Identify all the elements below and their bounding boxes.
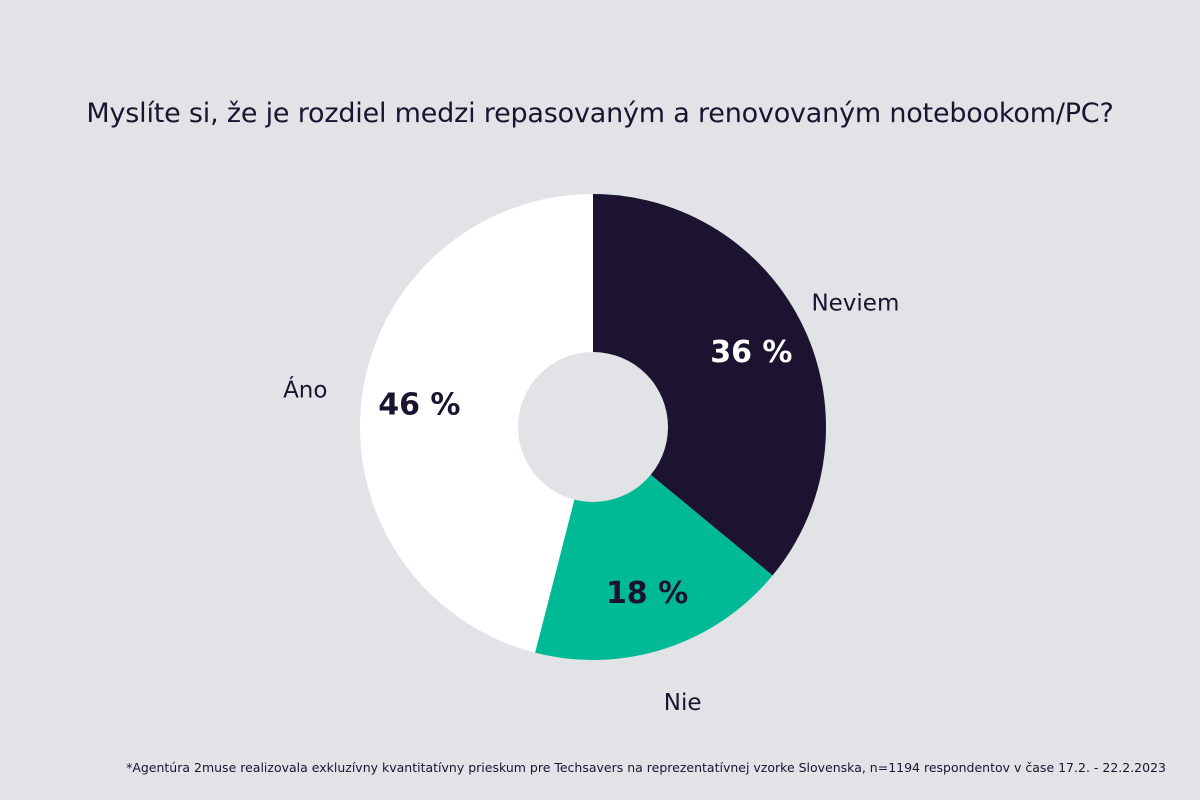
slices-layer	[360, 194, 827, 661]
value-label-neviem: 36 %	[710, 335, 792, 370]
slice-áno	[360, 194, 593, 653]
category-label-áno: Áno	[283, 376, 327, 404]
footnote: *Agentúra 2muse realizovala exkluzívny k…	[126, 760, 1166, 775]
value-label-áno: 46 %	[378, 388, 460, 423]
category-label-nie: Nie	[664, 690, 702, 716]
category-label-neviem: Neviem	[811, 291, 899, 317]
chart-title: Myslíte si, že je rozdiel medzi repasova…	[86, 98, 1114, 129]
donut-hole	[518, 352, 668, 502]
slice-neviem	[593, 194, 827, 576]
value-label-nie: 18 %	[606, 576, 688, 611]
labels-layer: 36 % Neviem 18 % Nie 46 % Áno	[283, 291, 899, 716]
